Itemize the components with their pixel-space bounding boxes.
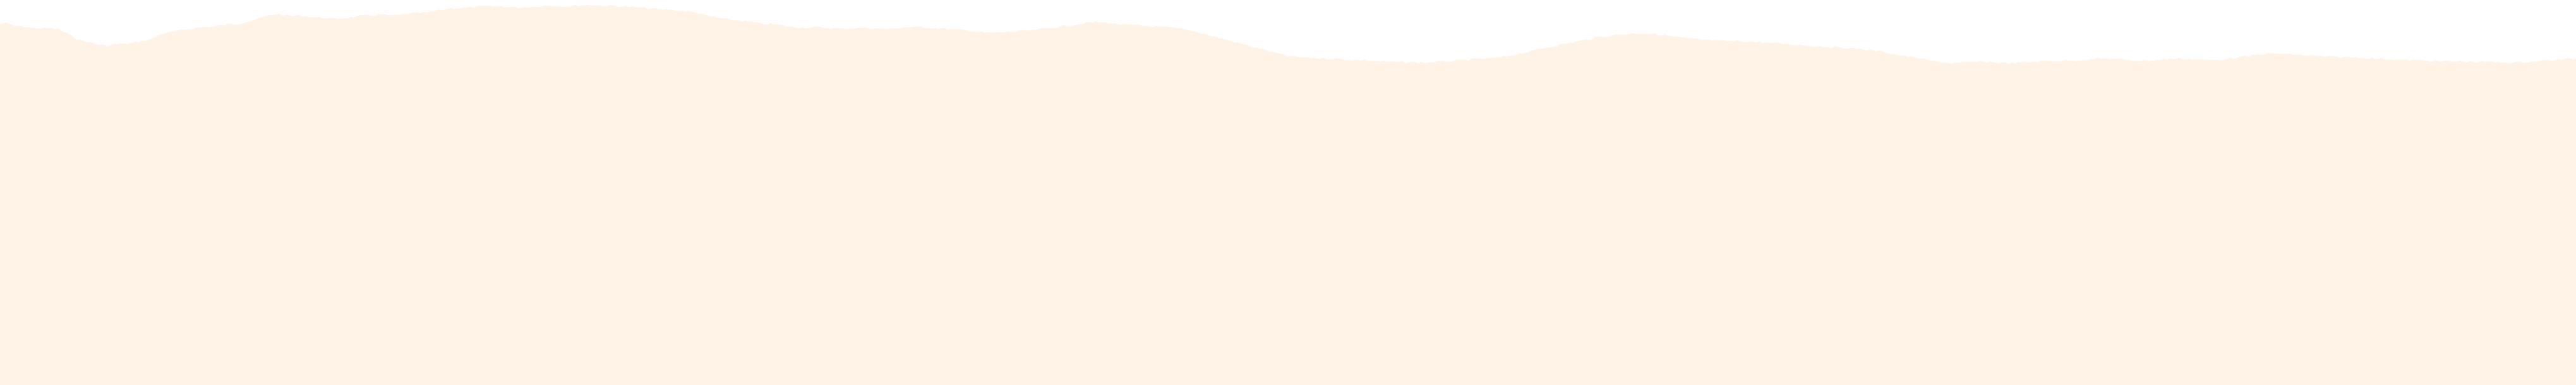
ridge-silhouette xyxy=(0,4,2576,385)
